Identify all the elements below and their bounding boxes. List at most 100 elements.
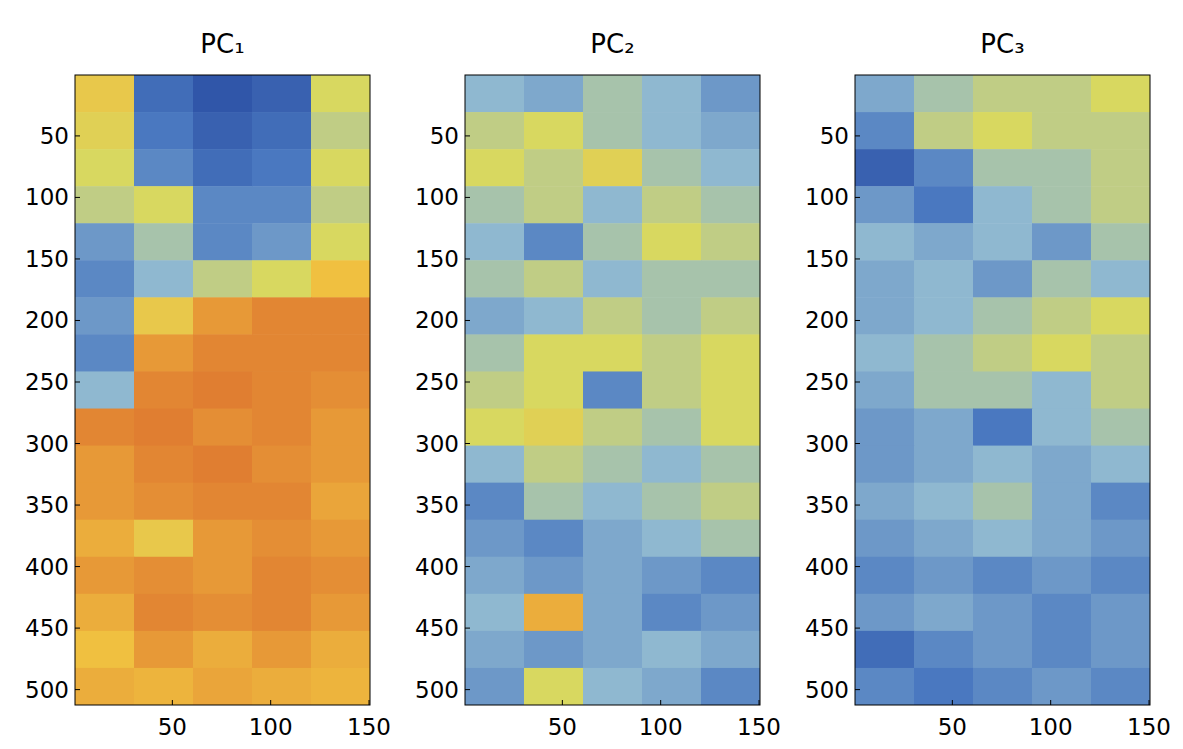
cell xyxy=(855,668,915,705)
tick xyxy=(952,700,953,705)
cell xyxy=(1032,520,1092,558)
cell xyxy=(193,668,253,705)
cell xyxy=(701,334,760,372)
cell xyxy=(914,149,974,187)
cell xyxy=(701,409,760,447)
cell xyxy=(973,557,1033,595)
cell xyxy=(914,334,974,372)
cell xyxy=(252,520,312,558)
cell xyxy=(311,186,370,224)
tick xyxy=(855,505,860,506)
cell xyxy=(134,186,194,224)
tick-label: 300 xyxy=(805,431,849,457)
tick-label: 250 xyxy=(415,369,459,395)
cell xyxy=(1032,186,1092,224)
cell xyxy=(311,594,370,632)
cell xyxy=(524,668,584,705)
tick-label: 100 xyxy=(639,714,683,740)
cell xyxy=(973,631,1033,669)
cell xyxy=(914,75,974,113)
tick-label: 100 xyxy=(805,184,849,210)
cell xyxy=(524,483,584,521)
cell xyxy=(701,75,760,113)
cell xyxy=(465,594,525,632)
tick xyxy=(855,135,860,136)
cell xyxy=(465,409,525,447)
tick xyxy=(369,700,370,705)
tick xyxy=(75,443,80,444)
cell xyxy=(193,223,253,261)
tick-label: 300 xyxy=(25,431,69,457)
cell xyxy=(1091,446,1150,484)
cell xyxy=(701,594,760,632)
cell xyxy=(252,483,312,521)
title: PC₁ xyxy=(200,29,244,59)
cell xyxy=(311,75,370,113)
cell xyxy=(465,483,525,521)
cell xyxy=(193,371,253,409)
cell xyxy=(134,557,194,595)
cell xyxy=(134,371,194,409)
cell xyxy=(583,520,643,558)
cell xyxy=(75,75,135,113)
cell xyxy=(973,149,1033,187)
cell xyxy=(1091,186,1150,224)
cell xyxy=(642,594,702,632)
cell xyxy=(642,297,702,335)
tick-label: 400 xyxy=(415,554,459,580)
cell xyxy=(465,446,525,484)
cell xyxy=(583,149,643,187)
tick xyxy=(465,443,470,444)
tick xyxy=(75,320,80,321)
tick-label: 50 xyxy=(548,714,577,740)
cell xyxy=(311,260,370,298)
cell xyxy=(855,297,915,335)
cell xyxy=(583,223,643,261)
cell xyxy=(914,223,974,261)
tick-label: 150 xyxy=(805,246,849,272)
cell xyxy=(855,260,915,298)
cell xyxy=(75,483,135,521)
cell xyxy=(193,631,253,669)
cell xyxy=(1032,334,1092,372)
tick-label: 100 xyxy=(25,184,69,210)
cell xyxy=(311,112,370,150)
tick-label: 150 xyxy=(25,246,69,272)
cell xyxy=(973,483,1033,521)
tick-label: 150 xyxy=(1127,714,1171,740)
cell xyxy=(75,149,135,187)
cell xyxy=(1091,112,1150,150)
cell xyxy=(311,557,370,595)
cell xyxy=(75,112,135,150)
cell xyxy=(855,631,915,669)
cell xyxy=(252,334,312,372)
cell xyxy=(1032,631,1092,669)
tick xyxy=(855,628,860,629)
cell xyxy=(914,112,974,150)
cell xyxy=(134,631,194,669)
cell xyxy=(311,631,370,669)
cell xyxy=(914,594,974,632)
cell xyxy=(973,75,1033,113)
tick xyxy=(172,700,173,705)
cell xyxy=(1091,483,1150,521)
tick xyxy=(75,135,80,136)
cell xyxy=(524,75,584,113)
cell xyxy=(1032,223,1092,261)
cell xyxy=(465,631,525,669)
cell xyxy=(583,446,643,484)
tick xyxy=(75,689,80,690)
cell xyxy=(701,149,760,187)
cell xyxy=(973,594,1033,632)
tick xyxy=(270,700,271,705)
cell xyxy=(134,594,194,632)
cell xyxy=(583,112,643,150)
cell xyxy=(1091,594,1150,632)
cell xyxy=(524,297,584,335)
title: PC₃ xyxy=(980,29,1024,59)
tick-label: 450 xyxy=(25,615,69,641)
tick-label: 50 xyxy=(40,123,69,149)
tick xyxy=(75,566,80,567)
tick xyxy=(855,382,860,383)
panel: 5010015020025030035040045050050100150PC₃ xyxy=(805,29,1171,740)
